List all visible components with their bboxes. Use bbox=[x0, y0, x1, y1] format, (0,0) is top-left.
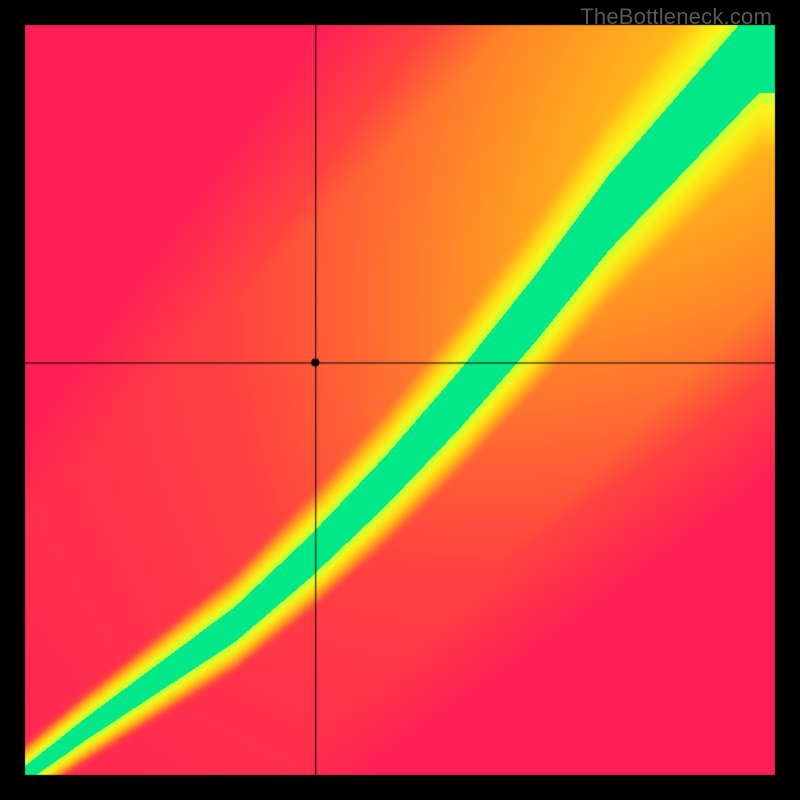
bottleneck-heatmap bbox=[0, 0, 800, 800]
chart-container: TheBottleneck.com bbox=[0, 0, 800, 800]
